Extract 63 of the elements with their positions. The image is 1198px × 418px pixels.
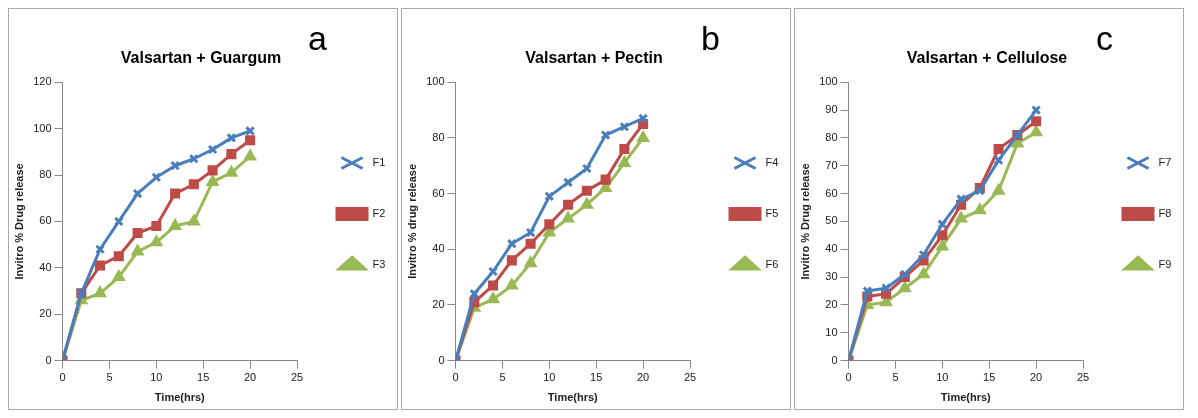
y-tick-label: 30 — [825, 270, 838, 283]
text: c — [1096, 19, 1113, 58]
x-tick-label: 0 — [59, 371, 66, 384]
x-tick-label: 0 — [845, 371, 852, 384]
legend-label: F5 — [765, 207, 779, 220]
x-tick-label: 10 — [936, 371, 949, 384]
legend-label: F4 — [765, 156, 779, 169]
x-axis-title: Time(hrs) — [547, 391, 599, 404]
y-axis-title: Invitro % drug release — [405, 163, 418, 279]
x-tick-label: 5 — [106, 371, 113, 384]
y-tick-label: 80 — [825, 130, 838, 143]
x-tick-label: 15 — [983, 371, 996, 384]
x-tick-label: 10 — [543, 371, 556, 384]
x-tick-label: 20 — [243, 371, 257, 384]
x-axis-title: Time(hrs) — [940, 391, 992, 404]
legend-label: F9 — [1158, 258, 1172, 271]
y-tick-label: 50 — [825, 214, 838, 227]
y-tick-label: 0 — [831, 353, 838, 366]
legend-label: F7 — [1158, 156, 1172, 169]
y-tick-label: 60 — [432, 186, 445, 199]
y-tick-label: 0 — [438, 353, 445, 366]
y-tick-label: 40 — [432, 242, 445, 255]
x-tick-label: 25 — [290, 371, 304, 384]
text: b — [701, 19, 720, 58]
y-tick-label: 100 — [819, 75, 838, 88]
y-tick-label: 20 — [432, 297, 445, 310]
x-tick-label: 15 — [590, 371, 603, 384]
y-tick-label: 100 — [426, 75, 445, 88]
y-tick-label: 40 — [39, 260, 52, 273]
chart-title: Valsartan + Pectin — [525, 49, 663, 67]
y-tick-label: 20 — [39, 307, 52, 320]
x-tick-label: 5 — [499, 371, 506, 384]
x-tick-label: 20 — [636, 371, 650, 384]
chart-title: Valsartan + Guargum — [120, 49, 282, 67]
y-tick-label: 40 — [825, 242, 838, 255]
y-axis-title: Invitro % Drug release — [798, 163, 811, 280]
legend-label: F6 — [765, 258, 779, 271]
y-tick-label: 60 — [39, 214, 52, 227]
x-tick-label: 25 — [683, 371, 697, 384]
y-tick-label: 20 — [825, 297, 838, 310]
x-axis-title: Time(hrs) — [154, 391, 206, 404]
y-axis-title: Invitro % Drug release — [12, 163, 25, 280]
legend-label: F8 — [1158, 207, 1172, 220]
x-tick-label: 20 — [1029, 371, 1043, 384]
chart-title: Valsartan + Cellulose — [906, 49, 1068, 67]
legend-label: F1 — [372, 156, 386, 169]
y-tick-label: 70 — [825, 158, 838, 171]
y-tick-label: 0 — [45, 353, 52, 366]
y-tick-label: 90 — [825, 103, 838, 116]
y-tick-label: 120 — [33, 75, 52, 88]
x-tick-label: 25 — [1076, 371, 1090, 384]
x-tick-label: 0 — [452, 371, 459, 384]
y-tick-label: 60 — [825, 186, 838, 199]
text: a — [308, 19, 327, 58]
legend-label: F2 — [372, 207, 386, 220]
y-tick-label: 80 — [39, 168, 52, 181]
y-tick-label: 100 — [33, 121, 52, 134]
legend-label: F3 — [372, 258, 386, 271]
x-tick-label: 5 — [892, 371, 899, 384]
y-tick-label: 10 — [825, 325, 838, 338]
y-tick-label: 80 — [432, 130, 445, 143]
x-tick-label: 15 — [197, 371, 210, 384]
x-tick-label: 10 — [150, 371, 163, 384]
